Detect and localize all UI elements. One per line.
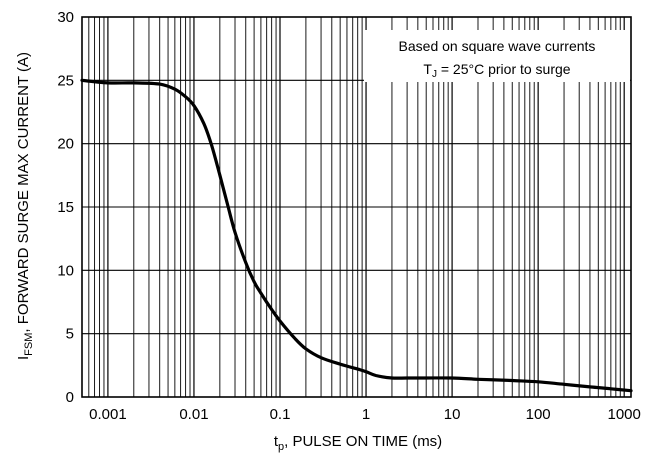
annotation-tj-sub: J bbox=[432, 69, 437, 80]
annotation-line-2: TJ = 25°C prior to surge bbox=[423, 61, 570, 80]
y-tick-label: 30 bbox=[57, 9, 74, 26]
y-tick-label: 15 bbox=[57, 199, 74, 216]
x-tick-label: 10 bbox=[444, 406, 461, 423]
annotation-tj-rest: = 25°C prior to surge bbox=[437, 61, 571, 77]
x-axis-title-main: t bbox=[274, 433, 279, 450]
y-tick-label: 10 bbox=[57, 262, 74, 279]
y-tick-label: 25 bbox=[57, 72, 74, 89]
x-axis-title: tp, PULSE ON TIME (ms) bbox=[274, 433, 442, 453]
x-tick-label: 0.01 bbox=[179, 406, 208, 423]
plot-frame bbox=[81, 16, 632, 398]
y-tick-label: 0 bbox=[66, 389, 74, 406]
x-axis-title-sub: p bbox=[278, 441, 284, 453]
y-axis-title: IFSM, FORWARD SURGE MAX CURRENT (A) bbox=[15, 52, 35, 360]
annotation-box bbox=[364, 30, 630, 82]
y-tick-label: 5 bbox=[66, 326, 74, 343]
x-tick-labels: 0.001 0.01 0.1 1 10 100 1000 bbox=[89, 406, 641, 423]
annotation-tj-main: T bbox=[423, 61, 432, 77]
surge-current-curve bbox=[80, 78, 633, 393]
x-tick-label: 1 bbox=[362, 406, 370, 423]
x-axis-title-rest: , PULSE ON TIME (ms) bbox=[284, 433, 442, 450]
x-tick-label: 1000 bbox=[607, 406, 640, 423]
y-axis-title-main: I bbox=[15, 356, 32, 360]
x-tick-label: 100 bbox=[526, 406, 551, 423]
y-axis-title-sub: FSM bbox=[23, 333, 35, 356]
annotation-line-1: Based on square wave currents bbox=[399, 38, 596, 54]
y-tick-labels: 0 5 10 15 20 25 30 bbox=[57, 9, 74, 406]
y-axis-title-rest: , FORWARD SURGE MAX CURRENT (A) bbox=[15, 52, 32, 333]
x-tick-label: 0.001 bbox=[89, 406, 127, 423]
x-tick-label: 0.1 bbox=[270, 406, 291, 423]
y-tick-label: 20 bbox=[57, 136, 74, 153]
